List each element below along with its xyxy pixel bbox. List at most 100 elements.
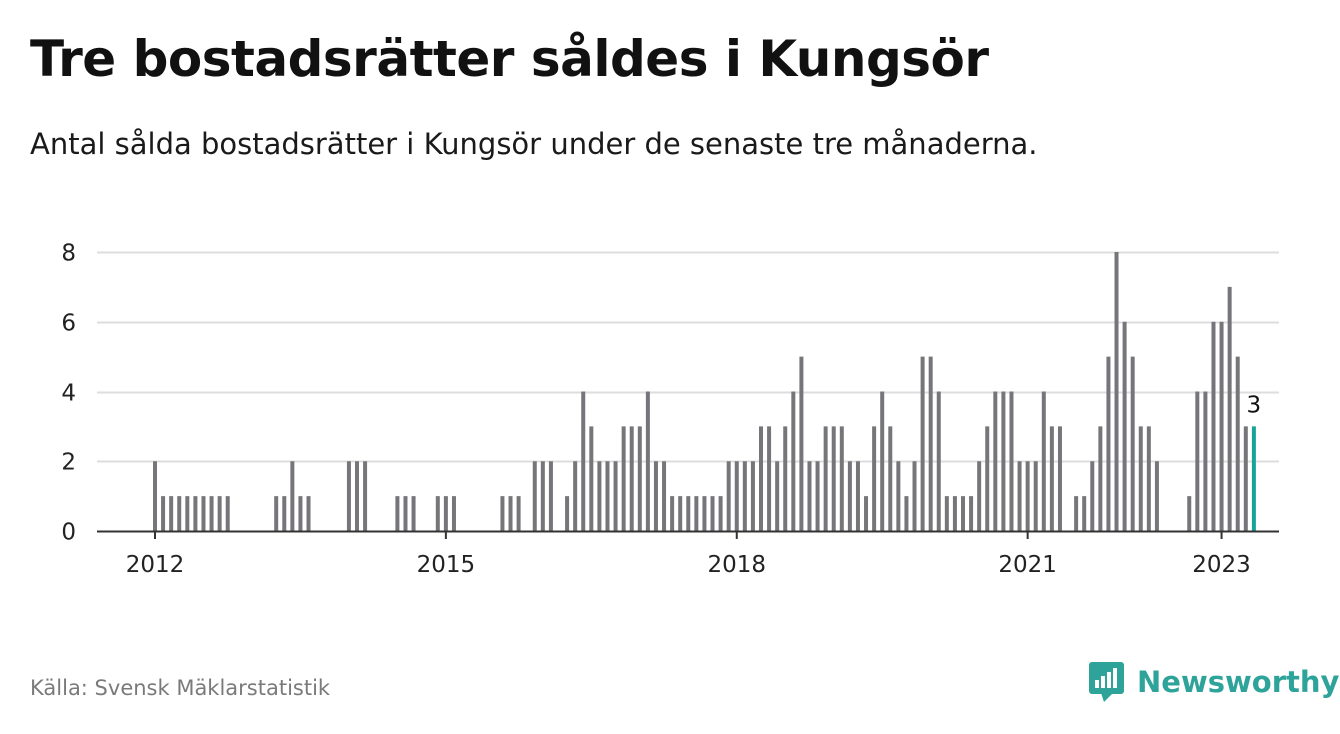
bar — [290, 461, 295, 531]
bar — [185, 496, 190, 532]
bar — [815, 461, 820, 531]
bar — [896, 461, 901, 531]
bar — [1130, 356, 1135, 532]
bar — [1114, 252, 1119, 531]
bar — [395, 496, 400, 532]
bar — [1243, 426, 1248, 532]
bar — [742, 461, 747, 531]
newsworthy-chat-bars-icon — [1089, 662, 1124, 702]
bar — [1195, 391, 1200, 531]
bar — [831, 426, 836, 532]
bar — [928, 356, 933, 532]
bar — [1001, 391, 1006, 531]
bar — [718, 496, 723, 532]
bar — [726, 461, 731, 531]
bar — [1041, 391, 1046, 531]
bar — [177, 496, 182, 532]
bar — [694, 496, 699, 532]
bar — [217, 496, 222, 532]
bar — [1009, 391, 1014, 531]
bar — [1235, 356, 1240, 532]
bar — [443, 496, 448, 532]
bar — [1057, 426, 1062, 532]
x-tick-label: 2018 — [707, 552, 766, 578]
brand-logo[interactable]: Newsworthy — [1089, 660, 1339, 704]
bars — [153, 252, 1256, 532]
bar — [686, 496, 691, 532]
bar — [823, 426, 828, 532]
bar — [282, 496, 287, 532]
y-tick-label: 8 — [61, 241, 76, 267]
bar — [298, 496, 303, 532]
bar — [306, 496, 311, 532]
bar — [920, 356, 925, 532]
bar — [670, 496, 675, 532]
bar — [961, 496, 965, 532]
bar — [1219, 321, 1224, 531]
y-tick-label: 0 — [61, 520, 76, 546]
bar — [274, 496, 279, 532]
bar — [1154, 461, 1159, 531]
bar — [209, 496, 214, 532]
bar — [678, 496, 683, 532]
chart-title: Tre bostadsrätter såldes i Kungsör — [30, 30, 989, 88]
bar — [1017, 461, 1022, 531]
bar — [201, 496, 206, 532]
bar — [435, 496, 440, 532]
bar — [888, 426, 893, 532]
bar — [767, 426, 772, 532]
bar — [775, 461, 780, 531]
bar — [573, 461, 578, 531]
bar — [1090, 461, 1095, 531]
bar — [1227, 286, 1232, 532]
bar — [1203, 391, 1208, 531]
bar — [1025, 461, 1030, 531]
bar — [912, 461, 917, 531]
x-tick-label: 2015 — [417, 552, 476, 578]
bar — [985, 426, 990, 532]
bar — [734, 461, 739, 531]
bar — [1106, 356, 1111, 532]
y-tick-label: 4 — [61, 381, 76, 407]
bar — [346, 461, 351, 531]
bar — [581, 391, 586, 531]
bar — [225, 496, 230, 532]
bar — [605, 461, 610, 531]
bar — [952, 496, 957, 532]
bar — [613, 461, 618, 531]
bar — [589, 426, 594, 532]
bar — [508, 496, 513, 532]
bar — [1211, 321, 1216, 531]
bar — [880, 391, 885, 531]
bar — [791, 391, 796, 531]
x-tick-label: 2023 — [1192, 552, 1251, 578]
bar — [750, 461, 755, 531]
last-value-label: 3 — [1247, 392, 1262, 418]
bar — [548, 461, 553, 531]
bar — [532, 461, 537, 531]
bar — [1049, 426, 1054, 532]
bar — [1122, 321, 1127, 531]
bar — [653, 461, 658, 531]
bar — [540, 461, 545, 531]
bar — [807, 461, 812, 531]
bar — [451, 496, 456, 532]
bar — [904, 496, 909, 532]
y-axis-labels: 0 2 4 6 8 — [61, 241, 76, 546]
bar-highlight — [1251, 426, 1256, 532]
bar — [872, 426, 877, 532]
bar — [977, 461, 982, 531]
bar — [969, 496, 974, 532]
bar — [702, 496, 707, 532]
bar — [1074, 496, 1079, 532]
bar — [1146, 426, 1151, 532]
bar — [783, 426, 788, 532]
bar — [153, 461, 157, 531]
bar — [847, 461, 852, 531]
x-axis-ticks: 2012 2015 2018 2021 2023 — [126, 531, 1251, 578]
annotations: 3 — [1247, 392, 1262, 418]
bar — [621, 426, 626, 532]
bar-chart: 0 2 4 6 8 2012 2015 2018 2021 2023 3 — [61, 241, 1279, 578]
bar — [1082, 496, 1087, 532]
bar — [1187, 496, 1192, 532]
